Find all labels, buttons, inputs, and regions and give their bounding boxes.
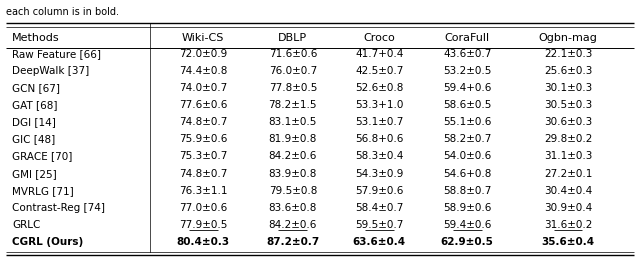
- Text: 59.5±0.7: 59.5±0.7: [355, 220, 403, 230]
- Text: 72.0±0.9: 72.0±0.9: [179, 49, 227, 59]
- Text: 75.9±0.6: 75.9±0.6: [179, 134, 227, 144]
- Text: 25.6±0.3: 25.6±0.3: [544, 66, 592, 76]
- Text: 27.2±0.1: 27.2±0.1: [544, 169, 592, 179]
- Text: Croco: Croco: [364, 33, 395, 43]
- Text: Ogbn-mag: Ogbn-mag: [539, 33, 597, 43]
- Text: GCN [67]: GCN [67]: [12, 83, 60, 93]
- Text: 42.5±0.7: 42.5±0.7: [355, 66, 403, 76]
- Text: 54.6+0.8: 54.6+0.8: [443, 169, 492, 179]
- Text: GIC [48]: GIC [48]: [12, 134, 56, 144]
- Text: 76.3±1.1: 76.3±1.1: [179, 186, 227, 196]
- Text: 58.3±0.4: 58.3±0.4: [355, 152, 403, 161]
- Text: 80.4±0.3: 80.4±0.3: [177, 237, 230, 247]
- Text: 30.4±0.4: 30.4±0.4: [544, 186, 592, 196]
- Text: 78.2±1.5: 78.2±1.5: [269, 100, 317, 110]
- Text: 56.8+0.6: 56.8+0.6: [355, 134, 403, 144]
- Text: 22.1±0.3: 22.1±0.3: [544, 49, 592, 59]
- Text: 58.9±0.6: 58.9±0.6: [443, 203, 492, 213]
- Text: CoraFull: CoraFull: [445, 33, 490, 43]
- Text: 79.5±0.8: 79.5±0.8: [269, 186, 317, 196]
- Text: 30.6±0.3: 30.6±0.3: [544, 117, 592, 127]
- Text: GAT [68]: GAT [68]: [12, 100, 58, 110]
- Text: DBLP: DBLP: [278, 33, 307, 43]
- Text: 83.1±0.5: 83.1±0.5: [269, 117, 317, 127]
- Text: 75.3±0.7: 75.3±0.7: [179, 152, 227, 161]
- Text: DeepWalk [37]: DeepWalk [37]: [12, 66, 90, 76]
- Text: 62.9±0.5: 62.9±0.5: [441, 237, 493, 247]
- Text: each column is in bold.: each column is in bold.: [6, 7, 120, 17]
- Text: 54.3±0.9: 54.3±0.9: [355, 169, 403, 179]
- Text: 30.9±0.4: 30.9±0.4: [544, 203, 592, 213]
- Text: 35.6±0.4: 35.6±0.4: [541, 237, 595, 247]
- Text: 63.6±0.4: 63.6±0.4: [353, 237, 406, 247]
- Text: 83.9±0.8: 83.9±0.8: [269, 169, 317, 179]
- Text: 59.4±0.6: 59.4±0.6: [443, 220, 492, 230]
- Text: 71.6±0.6: 71.6±0.6: [269, 49, 317, 59]
- Text: DGI [14]: DGI [14]: [12, 117, 56, 127]
- Text: MVRLG [71]: MVRLG [71]: [12, 186, 74, 196]
- Text: 74.4±0.8: 74.4±0.8: [179, 66, 227, 76]
- Text: 58.8±0.7: 58.8±0.7: [443, 186, 492, 196]
- Text: 74.0±0.7: 74.0±0.7: [179, 83, 227, 93]
- Text: 31.6±0.2: 31.6±0.2: [544, 220, 592, 230]
- Text: 83.6±0.8: 83.6±0.8: [269, 203, 317, 213]
- Text: 31.1±0.3: 31.1±0.3: [544, 152, 592, 161]
- Text: 74.8±0.7: 74.8±0.7: [179, 117, 227, 127]
- Text: 53.3+1.0: 53.3+1.0: [355, 100, 403, 110]
- Text: 41.7+0.4: 41.7+0.4: [355, 49, 403, 59]
- Text: 55.1±0.6: 55.1±0.6: [443, 117, 492, 127]
- Text: CGRL (Ours): CGRL (Ours): [12, 237, 83, 247]
- Text: Raw Feature [66]: Raw Feature [66]: [12, 49, 101, 59]
- Text: 77.9±0.5: 77.9±0.5: [179, 220, 227, 230]
- Text: 54.0±0.6: 54.0±0.6: [443, 152, 492, 161]
- Text: GRACE [70]: GRACE [70]: [12, 152, 72, 161]
- Text: 58.2±0.7: 58.2±0.7: [443, 134, 492, 144]
- Text: GMI [25]: GMI [25]: [12, 169, 57, 179]
- Text: 53.2±0.5: 53.2±0.5: [443, 66, 492, 76]
- Text: 77.6±0.6: 77.6±0.6: [179, 100, 227, 110]
- Text: 81.9±0.8: 81.9±0.8: [269, 134, 317, 144]
- Text: 52.6±0.8: 52.6±0.8: [355, 83, 403, 93]
- Text: 59.4+0.6: 59.4+0.6: [443, 83, 492, 93]
- Text: 58.4±0.7: 58.4±0.7: [355, 203, 403, 213]
- Text: 43.6±0.7: 43.6±0.7: [443, 49, 492, 59]
- Text: Contrast-Reg [74]: Contrast-Reg [74]: [12, 203, 105, 213]
- Text: GRLC: GRLC: [12, 220, 40, 230]
- Text: 58.6±0.5: 58.6±0.5: [443, 100, 492, 110]
- Text: Methods: Methods: [12, 33, 60, 43]
- Text: 57.9±0.6: 57.9±0.6: [355, 186, 403, 196]
- Text: Wiki-CS: Wiki-CS: [182, 33, 225, 43]
- Text: 84.2±0.6: 84.2±0.6: [269, 220, 317, 230]
- Text: 77.8±0.5: 77.8±0.5: [269, 83, 317, 93]
- Text: 77.0±0.6: 77.0±0.6: [179, 203, 227, 213]
- Text: 76.0±0.7: 76.0±0.7: [269, 66, 317, 76]
- Text: 53.1±0.7: 53.1±0.7: [355, 117, 403, 127]
- Text: 30.5±0.3: 30.5±0.3: [544, 100, 592, 110]
- Text: 29.8±0.2: 29.8±0.2: [544, 134, 592, 144]
- Text: 30.1±0.3: 30.1±0.3: [544, 83, 592, 93]
- Text: 87.2±0.7: 87.2±0.7: [266, 237, 319, 247]
- Text: 74.8±0.7: 74.8±0.7: [179, 169, 227, 179]
- Text: 84.2±0.6: 84.2±0.6: [269, 152, 317, 161]
